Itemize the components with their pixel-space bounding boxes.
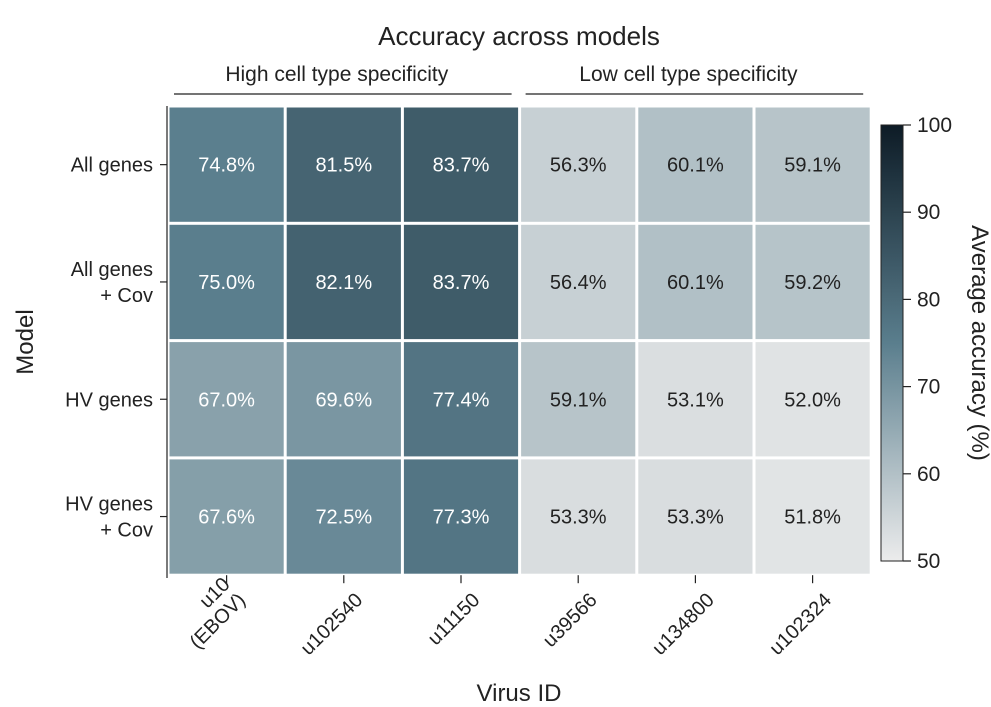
heatmap-cell [638, 224, 753, 340]
row-labels: All genes All genes + Cov HV genes HV genes +… [65, 155, 167, 542]
column-label: u102540 [297, 589, 368, 660]
heatmap-cell [286, 459, 401, 574]
colorbar-tick-label: 100 [917, 114, 952, 137]
cell-value-label: 81.5% [315, 155, 372, 177]
cell-value-label: 69.6% [315, 389, 372, 411]
heatmap-cell [638, 107, 753, 222]
cell-value-label: 67.6% [198, 507, 255, 529]
column-label: u10(EBOV) [170, 574, 250, 654]
colorbar: 50 60 70 80 90 100 [880, 114, 952, 573]
heatmap-cells: 74.8% 81.5% 83.7% 56.3% 60.1% 59.1% 75.0% 82.1%… [169, 107, 870, 574]
heatmap-cell [521, 459, 636, 574]
cell-value-label: 53.1% [667, 389, 724, 411]
cell-value-label: 56.4% [550, 272, 607, 294]
heatmap-cell [521, 224, 636, 340]
column-label: u39566 [539, 589, 602, 652]
colorbar-tick-label: 50 [917, 550, 940, 573]
heatmap-cell [755, 107, 870, 222]
heatmap-cell [403, 342, 519, 457]
cell-value-label: 53.3% [667, 507, 724, 529]
heatmap-cell [521, 342, 636, 457]
cell-value-label: 59.1% [784, 155, 841, 177]
cell-value-label: 83.7% [433, 272, 490, 294]
heatmap-cell [638, 342, 753, 457]
cell-value-label: 52.0% [784, 389, 841, 411]
cell-value-label: 75.0% [198, 272, 255, 294]
cell-value-label: 56.3% [550, 155, 607, 177]
heatmap-cell [169, 224, 284, 340]
heatmap-cell [169, 107, 284, 222]
y-axis-title: Model [12, 309, 39, 374]
row-label: All genes [71, 155, 153, 177]
heatmap-cell [286, 224, 401, 340]
x-axis-title: Virus ID [477, 680, 562, 707]
row-label: HV genes [65, 389, 153, 411]
group-label: Low cell type specificity [579, 63, 798, 86]
cell-value-label: 82.1% [315, 272, 372, 294]
heatmap-cell [755, 342, 870, 457]
heatmap-cell [286, 107, 401, 222]
heatmap-cell [638, 459, 753, 574]
colorbar-tick-label: 80 [917, 288, 940, 311]
column-label: u102324 [765, 589, 836, 660]
cell-value-label: 72.5% [315, 507, 372, 529]
cell-value-label: 60.1% [667, 155, 724, 177]
column-label: u11150 [424, 589, 485, 650]
heatmap-cell [403, 107, 519, 222]
cell-value-label: 83.7% [433, 155, 490, 177]
column-labels: u10(EBOV) u102540 u11150 u39566 u134800 u1023… [170, 574, 836, 660]
cell-value-label: 74.8% [198, 155, 255, 177]
heatmap-cell [755, 224, 870, 340]
colorbar-tick-label: 60 [917, 463, 940, 486]
heatmap-cell [755, 459, 870, 574]
cell-value-label: 59.2% [784, 272, 841, 294]
cell-value-label: 67.0% [198, 389, 255, 411]
heatmap-cell [169, 342, 284, 457]
heatmap-cell [403, 224, 519, 340]
heatmap-cell [403, 459, 519, 574]
colorbar-gradient [880, 124, 904, 562]
cell-value-label: 77.4% [433, 389, 490, 411]
cell-value-label: 77.3% [433, 507, 490, 529]
heatmap-cell [286, 342, 401, 457]
chart-title: Accuracy across models [378, 21, 660, 51]
cell-value-label: 53.3% [550, 507, 607, 529]
row-label: All genes + Cov [71, 259, 153, 307]
cell-value-label: 51.8% [784, 507, 841, 529]
heatmap-cell [169, 459, 284, 574]
heatmap-cell [521, 107, 636, 222]
column-label: u134800 [648, 589, 719, 660]
row-label: HV genes + Cov [65, 494, 153, 542]
cell-value-label: 59.1% [550, 389, 607, 411]
colorbar-tick-label: 70 [917, 376, 940, 399]
colorbar-tick-label: 90 [917, 201, 940, 224]
cell-value-label: 60.1% [667, 272, 724, 294]
group-label: High cell type specificity [225, 63, 448, 86]
colorbar-title: Average accuracy (%) [966, 225, 991, 461]
group-labels: High cell type specificity Low cell type … [174, 63, 864, 95]
